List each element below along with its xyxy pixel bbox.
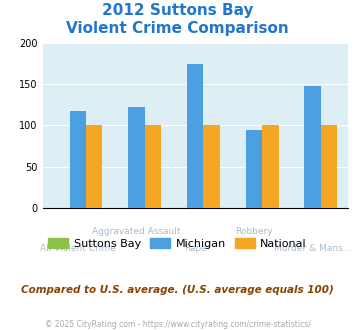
Text: Violent Crime Comparison: Violent Crime Comparison [66,21,289,36]
Text: Robbery: Robbery [235,227,273,236]
Bar [128,107,145,208]
Bar [262,125,279,208]
Bar [203,125,220,208]
Bar [321,125,337,208]
Text: All Violent Crime: All Violent Crime [40,244,116,253]
Text: 2012 Suttons Bay: 2012 Suttons Bay [102,3,253,18]
Bar [246,130,262,208]
Bar [70,112,86,208]
Text: Aggravated Assault: Aggravated Assault [92,227,181,236]
Legend: Suttons Bay, Michigan, National: Suttons Bay, Michigan, National [44,234,311,253]
Bar [187,64,203,208]
Text: © 2025 CityRating.com - https://www.cityrating.com/crime-statistics/: © 2025 CityRating.com - https://www.city… [45,320,310,329]
Bar [86,125,103,208]
Bar [305,86,321,208]
Text: Compared to U.S. average. (U.S. average equals 100): Compared to U.S. average. (U.S. average … [21,285,334,295]
Text: Rape: Rape [184,244,207,253]
Text: Murder & Mans...: Murder & Mans... [274,244,351,253]
Bar [145,125,161,208]
